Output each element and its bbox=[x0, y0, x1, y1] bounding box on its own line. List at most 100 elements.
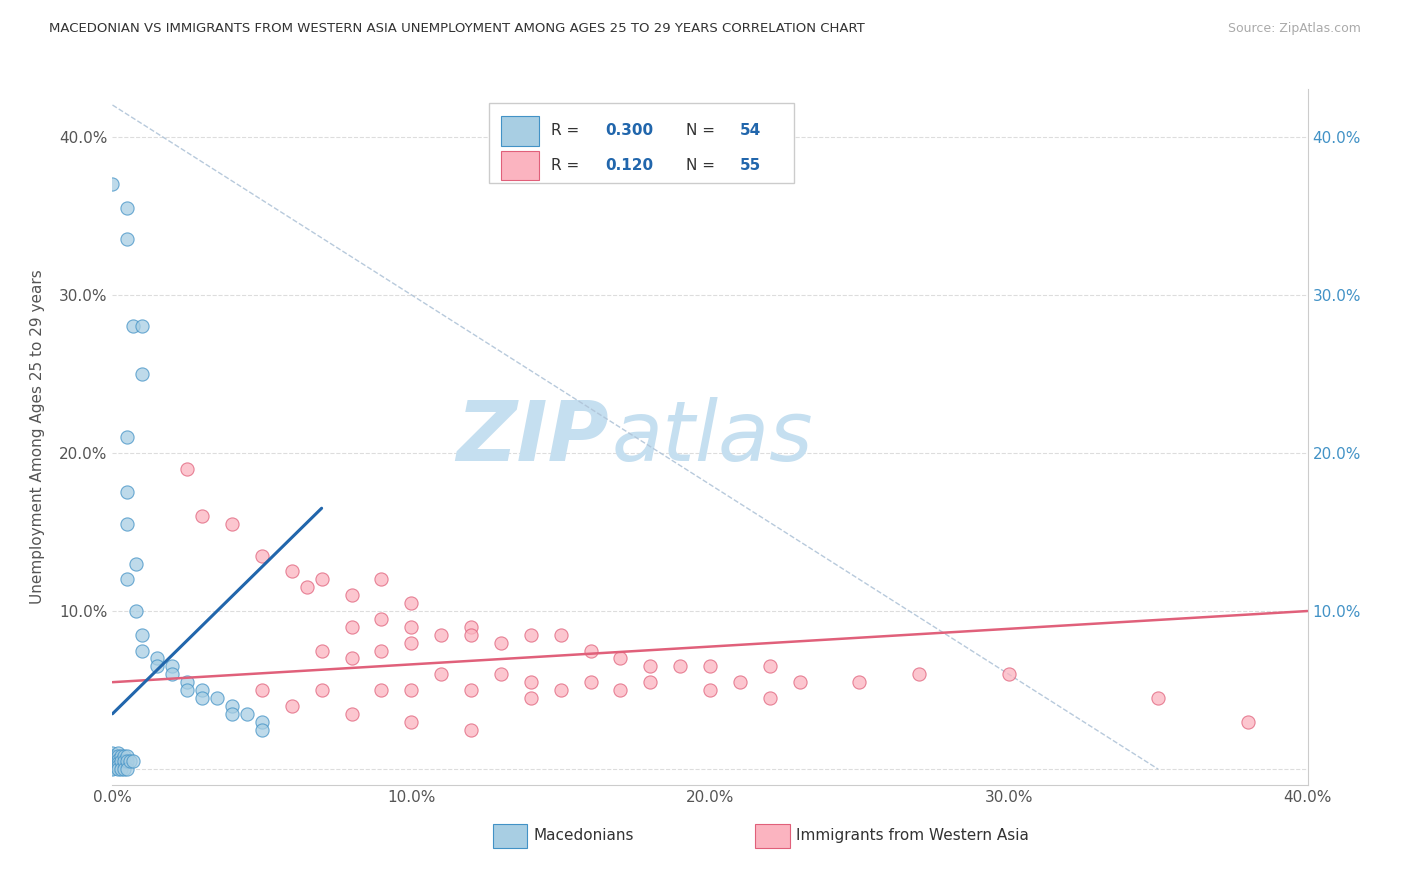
Point bbox=[107, 756, 129, 770]
Point bbox=[489, 667, 512, 681]
Point bbox=[221, 706, 243, 721]
Point bbox=[640, 675, 662, 690]
Text: ZIP: ZIP bbox=[456, 397, 609, 477]
Point bbox=[120, 754, 142, 768]
Text: MACEDONIAN VS IMMIGRANTS FROM WESTERN ASIA UNEMPLOYMENT AMONG AGES 25 TO 29 YEAR: MACEDONIAN VS IMMIGRANTS FROM WESTERN AS… bbox=[49, 22, 865, 36]
Point bbox=[101, 747, 124, 761]
Point bbox=[101, 757, 124, 772]
Point bbox=[107, 749, 129, 764]
Point bbox=[669, 659, 692, 673]
Point bbox=[250, 683, 273, 698]
Point bbox=[520, 690, 543, 705]
Point bbox=[908, 667, 931, 681]
Point bbox=[101, 759, 124, 773]
Point bbox=[117, 430, 139, 444]
Point bbox=[117, 754, 139, 768]
Point bbox=[114, 762, 135, 776]
Point bbox=[125, 557, 148, 571]
Point bbox=[117, 516, 139, 531]
Point bbox=[370, 683, 392, 698]
Point bbox=[609, 683, 631, 698]
Text: Source: ZipAtlas.com: Source: ZipAtlas.com bbox=[1227, 22, 1361, 36]
Point bbox=[107, 753, 129, 767]
Y-axis label: Unemployment Among Ages 25 to 29 years: Unemployment Among Ages 25 to 29 years bbox=[31, 269, 45, 605]
Text: atlas: atlas bbox=[612, 397, 814, 477]
Point bbox=[191, 683, 214, 698]
Point bbox=[759, 690, 782, 705]
Point bbox=[101, 760, 124, 774]
Point bbox=[759, 659, 782, 673]
Point bbox=[221, 516, 243, 531]
Point bbox=[430, 667, 453, 681]
Point bbox=[311, 643, 333, 657]
Point bbox=[460, 683, 482, 698]
Point bbox=[728, 675, 751, 690]
Point bbox=[125, 604, 148, 618]
Point bbox=[401, 596, 423, 610]
Point bbox=[520, 628, 543, 642]
Text: 54: 54 bbox=[740, 123, 761, 138]
Point bbox=[146, 659, 169, 673]
Point bbox=[340, 620, 363, 634]
FancyBboxPatch shape bbox=[501, 151, 538, 180]
Point bbox=[520, 675, 543, 690]
FancyBboxPatch shape bbox=[755, 824, 790, 847]
Point bbox=[1147, 690, 1170, 705]
Point bbox=[131, 367, 153, 381]
Point bbox=[107, 759, 129, 773]
Point bbox=[609, 651, 631, 665]
Point bbox=[998, 667, 1021, 681]
Point bbox=[176, 675, 198, 690]
Point bbox=[117, 232, 139, 246]
Point bbox=[401, 635, 423, 649]
Point bbox=[430, 628, 453, 642]
Point bbox=[110, 762, 132, 776]
Point bbox=[699, 659, 721, 673]
Point bbox=[101, 749, 124, 764]
Point bbox=[110, 749, 132, 764]
Text: Immigrants from Western Asia: Immigrants from Western Asia bbox=[796, 829, 1029, 843]
FancyBboxPatch shape bbox=[501, 116, 538, 145]
Point bbox=[117, 573, 139, 587]
Point bbox=[114, 749, 135, 764]
Point bbox=[401, 683, 423, 698]
Point bbox=[1237, 714, 1260, 729]
Point bbox=[848, 675, 870, 690]
Point bbox=[699, 683, 721, 698]
Point bbox=[460, 620, 482, 634]
Point bbox=[311, 573, 333, 587]
Text: Macedonians: Macedonians bbox=[533, 829, 634, 843]
Point bbox=[789, 675, 811, 690]
Text: R =: R = bbox=[551, 158, 585, 173]
Point bbox=[117, 762, 139, 776]
Point bbox=[460, 723, 482, 737]
Point bbox=[370, 573, 392, 587]
Point bbox=[311, 683, 333, 698]
Point bbox=[550, 628, 572, 642]
Point bbox=[101, 177, 124, 191]
Point bbox=[162, 659, 183, 673]
Point bbox=[117, 201, 139, 215]
Point bbox=[101, 754, 124, 768]
Point bbox=[101, 753, 124, 767]
Point bbox=[250, 549, 273, 563]
Point bbox=[107, 762, 129, 776]
Point bbox=[131, 643, 153, 657]
Point bbox=[640, 659, 662, 673]
FancyBboxPatch shape bbox=[489, 103, 794, 183]
Text: R =: R = bbox=[551, 123, 585, 138]
Text: 0.120: 0.120 bbox=[605, 158, 652, 173]
Point bbox=[550, 683, 572, 698]
Text: 0.300: 0.300 bbox=[605, 123, 652, 138]
Point bbox=[162, 667, 183, 681]
Point bbox=[205, 690, 228, 705]
Point bbox=[236, 706, 259, 721]
Point bbox=[370, 643, 392, 657]
Point bbox=[281, 698, 304, 713]
Point bbox=[401, 620, 423, 634]
Point bbox=[107, 747, 129, 761]
Point bbox=[579, 643, 602, 657]
Point bbox=[401, 714, 423, 729]
Point bbox=[114, 754, 135, 768]
Point bbox=[110, 754, 132, 768]
